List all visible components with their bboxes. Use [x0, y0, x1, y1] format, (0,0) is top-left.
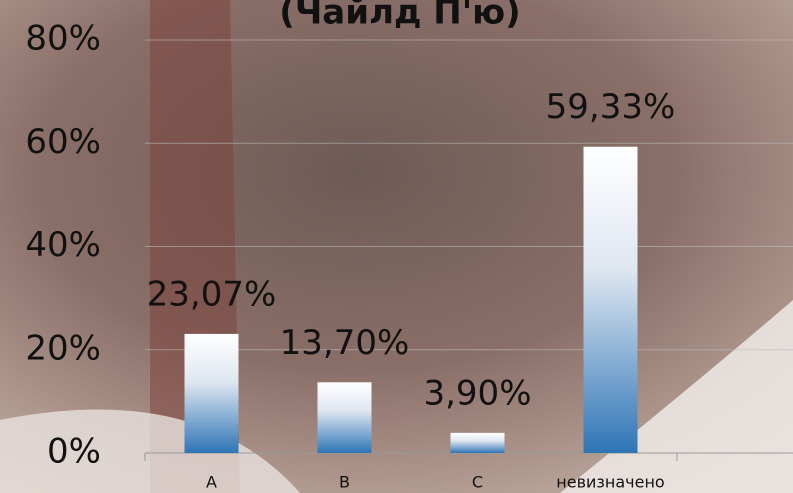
data-label: 23,07%: [147, 274, 277, 314]
y-tick-label: 80%: [25, 19, 101, 59]
y-tick-label: 40%: [25, 225, 101, 265]
chart-title: (Чайлд П'ю): [279, 0, 520, 33]
y-tick-label: 60%: [25, 122, 101, 162]
bar: [185, 334, 239, 453]
x-tick-label: невизначено: [556, 473, 664, 492]
y-tick-label: 0%: [47, 432, 101, 472]
data-label: 59,33%: [546, 87, 676, 127]
data-label: 3,90%: [423, 373, 531, 413]
data-label: 13,70%: [280, 323, 410, 363]
x-tick-label: A: [206, 473, 217, 492]
x-tick-label: C: [472, 473, 483, 492]
y-tick-label: 20%: [25, 328, 101, 368]
bar: [451, 433, 505, 453]
chart: (Чайлд П'ю) 0% 20% 40% 60% 80% A 23,07% B 13,70%…: [0, 0, 793, 493]
bar: [584, 147, 638, 453]
x-tick-label: B: [339, 473, 350, 492]
bar: [318, 382, 372, 453]
